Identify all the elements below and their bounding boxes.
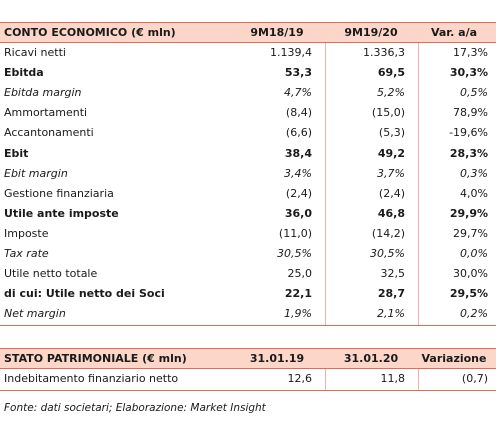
table-bottom-border [0,325,496,327]
cell-value: -19,6% [449,126,488,140]
cell-value: 1,9% [284,307,312,321]
row-label: Utile ante imposte [4,206,119,220]
cell-value: 32,5 [380,267,406,281]
table-row: Utile netto totale 25,0 32,5 30,0% [0,264,496,284]
cell-value: (15,0) [371,106,405,120]
cell-value: (6,6) [285,126,312,140]
table-row: Ebit margin 3,4% 3,7% 0,3% [0,164,496,184]
table-row: Net margin 1,9% 2,1% 0,2% [0,304,496,324]
cell-value: 11,8 [380,372,406,385]
row-label: Gestione finanziaria [4,186,114,200]
cell-value: 0,3% [460,166,488,180]
row-label: Ammortamenti [4,106,88,120]
table-row: Ebit 38,4 49,2 28,3% [0,144,496,164]
column-header: 31.01.19 [249,352,305,365]
cell-value: 0,0% [460,247,488,260]
row-label: Ebitda [4,66,44,80]
cell-value: 1.139,4 [270,46,312,59]
cell-value: 0,2% [460,307,488,321]
row-label: Tax rate [4,247,49,260]
cell-value: 30,5% [370,247,405,260]
table-row: Ebitda margin 4,7% 5,2% 0,5% [0,83,496,103]
row-label: Accantonamenti [4,126,94,140]
table-row: Utile ante imposte 36,0 46,8 29,9% [0,204,496,224]
table-title: CONTO ECONOMICO (€ mln) [4,26,176,39]
table-row: Gestione finanziaria (2,4) (2,4) 4,0% [0,184,496,204]
cell-value: 69,5 [377,66,405,80]
table-row: Ricavi netti 1.139,4 1.336,3 17,3% [0,43,496,63]
column-header: 9M18/19 [250,26,304,39]
cell-value: 22,1 [284,287,312,301]
column-header: Variazione [421,352,487,365]
cell-value: 29,7% [453,226,488,240]
column-header: Var. a/a [430,26,478,39]
row-label: Ricavi netti [4,46,66,59]
table-row: Ebitda 53,3 69,5 30,3% [0,63,496,83]
cell-value: 4,7% [284,86,312,100]
cell-value: 29,9% [449,206,488,220]
cell-value: 2,1% [377,307,405,321]
header-row: CONTO ECONOMICO (€ mln) 9M18/19 9M19/20 Var… [0,22,496,43]
cell-value: 28,3% [449,146,488,160]
cell-value: 30,0% [453,267,488,281]
column-divider [418,369,419,391]
cell-value: (5,3) [378,126,405,140]
cell-value: 30,5% [277,247,312,260]
table-row: Imposte (11,0) (14,2) 29,7% [0,224,496,244]
row-label: Ebitda margin [4,86,82,100]
cell-value: (8,4) [285,106,312,120]
column-header: 9M19/20 [344,26,398,39]
table-row: Tax rate 30,5% 30,5% 0,0% [0,244,496,264]
row-label: Imposte [4,226,49,240]
cell-value: 12,6 [287,372,313,385]
table-row: Indebitamento finanziario netto 12,6 11,8 (… [0,369,496,389]
table-title: STATO PATRIMONIALE (€ mln) [4,352,187,365]
cell-value: (14,2) [371,226,405,240]
table-bottom-border [0,390,496,392]
cell-value: 38,4 [284,146,312,160]
cell-value: 5,2% [377,86,405,100]
cell-value: 53,3 [284,66,312,80]
cell-value: 29,5% [449,287,488,301]
column-divider [325,43,326,326]
row-label: di cui: Utile netto dei Soci [4,287,165,301]
column-header: 31.01.20 [343,352,399,365]
table-row: di cui: Utile netto dei Soci 22,1 28,7 29,5… [0,284,496,304]
source-note: Fonte: dati societari; Elaborazione: Mar… [4,402,266,414]
cell-value: 1.336,3 [363,46,405,59]
cell-value: 4,0% [460,186,488,200]
cell-value: 28,7 [377,287,405,301]
cell-value: 0,5% [460,86,488,100]
header-row: STATO PATRIMONIALE (€ mln) 31.01.19 31.01.… [0,348,496,369]
cell-value: 17,3% [453,46,488,59]
column-divider [325,369,326,391]
cell-value: 25,0 [287,267,313,281]
cell-value: 78,9% [453,106,488,120]
cell-value: (2,4) [285,186,312,200]
cell-value: (2,4) [378,186,405,200]
table-row: Accantonamenti (6,6) (5,3) -19,6% [0,123,496,143]
row-label: Indebitamento finanziario netto [4,372,179,385]
cell-value: 30,3% [449,66,488,80]
column-divider [418,43,419,326]
cell-value: 46,8 [377,206,405,220]
cell-value: 49,2 [377,146,405,160]
cell-value: 36,0 [284,206,312,220]
row-label: Net margin [4,307,66,321]
row-label: Ebit margin [4,166,68,180]
row-label: Ebit [4,146,29,160]
cell-value: (0,7) [461,372,488,385]
cell-value: 3,4% [284,166,312,180]
cell-value: 3,7% [377,166,405,180]
row-label: Utile netto totale [4,267,98,281]
cell-value: (11,0) [278,226,312,240]
table-row: Ammortamenti (8,4) (15,0) 78,9% [0,103,496,123]
